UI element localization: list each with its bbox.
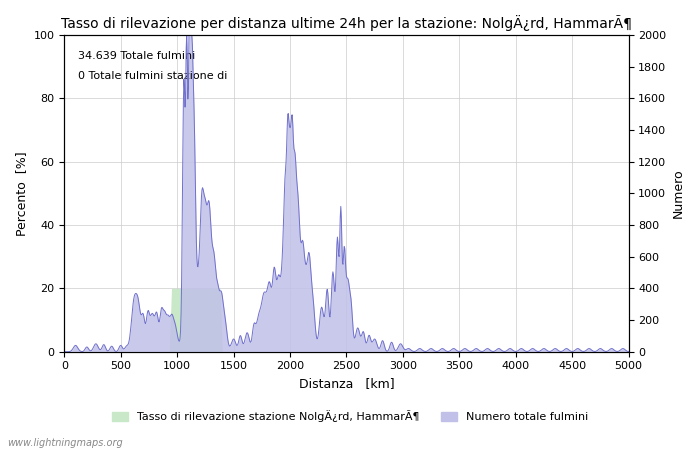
Text: www.lightningmaps.org: www.lightningmaps.org	[7, 437, 122, 447]
Text: 34.639 Totale fulmini: 34.639 Totale fulmini	[78, 51, 195, 61]
Legend: Tasso di rilevazione stazione NolgÄ¿rd, HammarÃ¶, Numero totale fulmini: Tasso di rilevazione stazione NolgÄ¿rd, …	[108, 405, 592, 427]
X-axis label: Distanza   [km]: Distanza [km]	[299, 377, 394, 390]
Y-axis label: Percento  [%]: Percento [%]	[15, 151, 28, 236]
Y-axis label: Numero: Numero	[672, 168, 685, 218]
Title: Tasso di rilevazione per distanza ultime 24h per la stazione: NolgÄ¿rd, HammarÃ¶: Tasso di rilevazione per distanza ultime…	[61, 15, 632, 31]
Text: 0 Totale fulmini stazione di: 0 Totale fulmini stazione di	[78, 72, 228, 81]
